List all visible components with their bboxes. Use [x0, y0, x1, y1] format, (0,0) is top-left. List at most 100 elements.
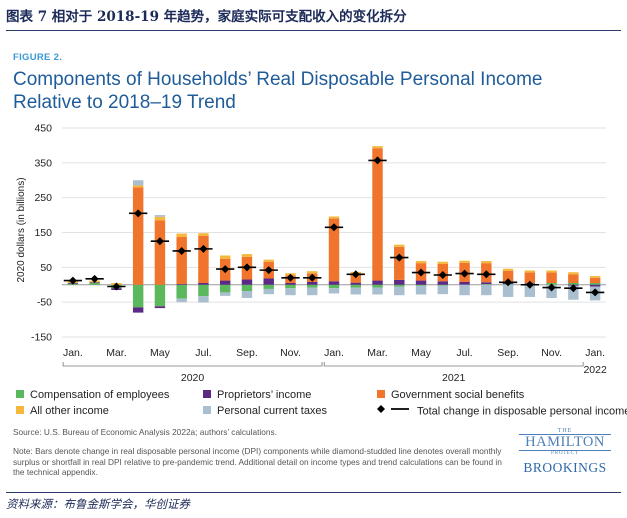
bar-segment [372, 148, 383, 281]
bar-segment [328, 284, 340, 289]
total-diamond [330, 223, 338, 232]
total-diamond [264, 266, 273, 275]
bar-segment [198, 283, 209, 285]
bar-segment [394, 279, 405, 285]
bar-segment [154, 306, 166, 309]
bar-segment [546, 270, 557, 273]
bar-segment [89, 283, 100, 285]
total-diamond [373, 156, 382, 165]
bar-segment [176, 284, 187, 299]
bar-segment [176, 284, 187, 285]
total-diamond [308, 273, 317, 282]
bar-segment [372, 287, 383, 295]
bar-segment [394, 286, 405, 296]
bar-segment [415, 284, 427, 286]
logo-brookings: BROOKINGS [523, 460, 607, 475]
bar-segment [154, 216, 166, 221]
total-diamond [90, 274, 99, 283]
bar-segment [437, 284, 449, 286]
bar-segment [307, 284, 318, 288]
total-diamond [460, 269, 469, 278]
legend-label: Compensation of employees [30, 389, 170, 401]
bar-segment [589, 283, 601, 285]
bar-segment [415, 261, 427, 264]
bar-segment [198, 235, 209, 284]
bar-segment [263, 284, 274, 289]
bar-segment [328, 218, 340, 282]
legend-swatch-icon [16, 406, 24, 415]
bar-segment [263, 288, 274, 295]
bar-segment [568, 285, 579, 300]
logo-project: PROJECT [550, 451, 580, 456]
bar-segment [415, 280, 427, 285]
bar-segment [589, 276, 601, 278]
legend-swatch-icon [16, 390, 24, 399]
x-tick-label: Jan. [63, 347, 83, 359]
bar-segment [481, 284, 492, 296]
bar-segment [524, 270, 536, 273]
total-diamond [504, 278, 513, 287]
legend-item: Government social benefits [377, 389, 524, 401]
bar-segment [241, 254, 253, 257]
logo-the: THE [557, 428, 573, 434]
y-tick-label: -50 [37, 297, 52, 309]
x-tick-label: Mar. [367, 347, 387, 359]
year-labels: 2020 2021 2022 [62, 362, 607, 384]
y-tick-label: 450 [34, 123, 52, 135]
bar-segment [219, 280, 231, 285]
year-label: 2021 [442, 372, 466, 384]
bar-segment [176, 237, 187, 285]
bar-segment [394, 246, 405, 280]
x-tick-label: Sep. [236, 347, 258, 359]
bar-segment [132, 187, 144, 285]
bar-segment [154, 284, 166, 307]
total-diamond [242, 263, 251, 272]
bar-segment [198, 284, 209, 297]
chart-note: Note: Bars denote change in real disposa… [13, 446, 502, 478]
bar-segment [524, 272, 536, 284]
bar-segment [176, 298, 187, 303]
total-diamond [199, 244, 208, 253]
x-tick-label: Nov. [280, 347, 301, 359]
source-note: Source: U.S. Bureau of Economic Analysis… [13, 427, 277, 437]
bar-segment [589, 277, 601, 284]
bar-segment [459, 281, 470, 285]
x-tick-label: Jan. [585, 347, 605, 359]
legend-label: Government social benefits [391, 389, 525, 401]
chinese-figure-title: 图表 7 相对于 2018-19 年趋势，家庭实际可支配收入的变化拆分 [6, 4, 621, 31]
bar-segment [394, 284, 405, 287]
total-diamond [112, 282, 121, 291]
legend-item: Compensation of employees [16, 389, 169, 401]
bar-segment [589, 284, 601, 287]
total-diamond [525, 280, 534, 289]
legend-label: Personal current taxes [217, 405, 328, 417]
bar-segment [350, 287, 361, 295]
bar-segment [481, 284, 492, 285]
figure-label: FIGURE 2. [13, 52, 63, 63]
bar-segment [394, 244, 405, 247]
total-diamond [591, 288, 600, 297]
bar-segment [350, 284, 361, 288]
total-diamond [395, 253, 404, 262]
bar-segment [307, 281, 318, 285]
total-diamond [286, 273, 295, 282]
legend-swatch-icon [203, 406, 211, 415]
bar-segment [568, 272, 579, 275]
y-axis-ticks: 450 350 250 150 50 -50 -150 [31, 123, 52, 344]
total-diamond [351, 270, 360, 279]
source-footer: 资料来源：布鲁金斯学会，华创证券 [6, 492, 621, 512]
year-bracket [62, 362, 323, 367]
bar-segment [154, 220, 166, 285]
bar-segment [481, 282, 492, 285]
bar-segment [437, 281, 449, 285]
total-diamond [438, 270, 447, 279]
bar-segment [372, 284, 383, 288]
bar-segment [132, 284, 144, 308]
x-axis-ticks: Jan. Mar. May Jul. Sep. Nov. Jan. Mar. May Jul. Se… [63, 347, 605, 359]
total-diamond [417, 268, 426, 277]
bar-segment [154, 215, 166, 217]
bar-segment [132, 180, 144, 186]
x-tick-label: Nov. [541, 347, 562, 359]
bar-segment [350, 282, 361, 285]
x-tick-label: May [150, 347, 171, 359]
